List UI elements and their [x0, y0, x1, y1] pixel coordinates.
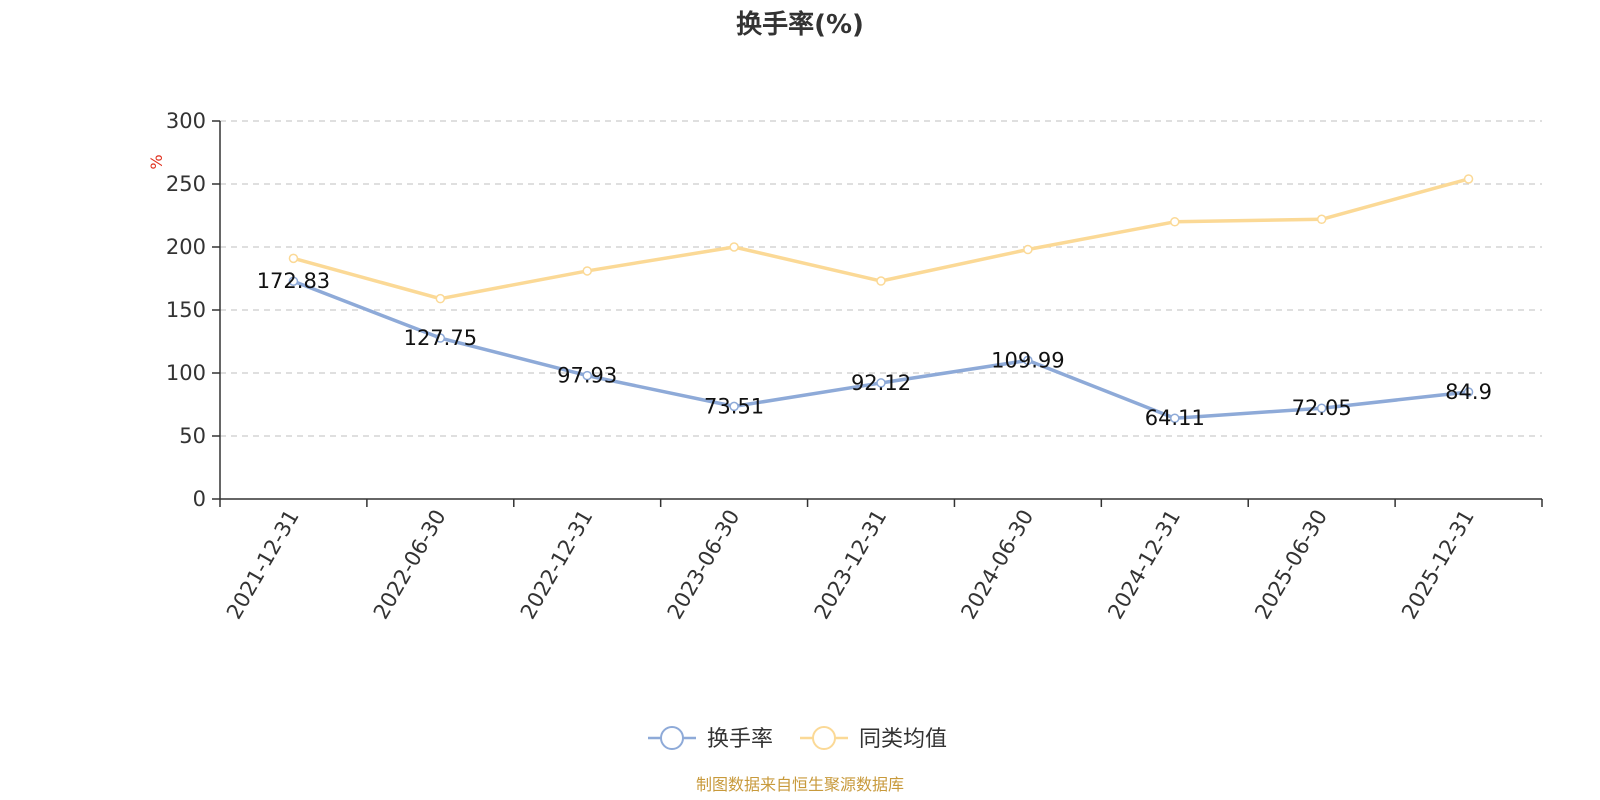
data-point[interactable] [582, 266, 592, 276]
data-point[interactable] [876, 378, 886, 388]
data-label: 97.93 [557, 364, 617, 388]
x-tick-label: 2025-06-30 [1250, 506, 1332, 624]
data-point[interactable] [582, 370, 592, 381]
y-tick-label: 200 [166, 235, 206, 259]
x-tick-label: 2022-06-30 [369, 506, 451, 624]
axes: 0 50 100 150 200 250 300 2021-12-31 2022-06-30 20… [166, 109, 1543, 624]
legend-item-peer-average[interactable]: 同类均值 [800, 726, 947, 752]
data-point[interactable] [1463, 387, 1474, 397]
data-point[interactable] [288, 276, 299, 286]
data-point[interactable] [1170, 413, 1180, 423]
data-point[interactable] [1316, 214, 1327, 225]
data-label: 73.51 [704, 394, 764, 418]
x-tick-label: 2024-12-31 [1103, 506, 1185, 624]
legend-item-turnover-rate[interactable]: 换手率 [648, 726, 773, 752]
y-axis-unit: % [147, 154, 166, 169]
y-tick-label: 250 [166, 172, 206, 196]
x-tick-label: 2024-06-30 [956, 506, 1038, 624]
x-tick-label: 2022-12-31 [516, 506, 598, 624]
data-label: 172.83 [257, 269, 330, 293]
legend-label: 同类均值 [859, 727, 947, 752]
data-point[interactable] [729, 242, 739, 252]
y-tick-label: 300 [166, 109, 206, 133]
data-point[interactable] [1463, 174, 1474, 184]
y-tick-label: 150 [166, 298, 206, 322]
x-tick-label: 2021-12-31 [222, 506, 304, 624]
legend-marker-icon [812, 726, 836, 750]
grid-lines [220, 120, 1542, 437]
y-tick-label: 100 [166, 361, 206, 385]
legend-marker-icon [660, 726, 684, 750]
x-tick-label: 2023-12-31 [810, 506, 892, 624]
data-point[interactable] [288, 253, 299, 264]
y-tick-label: 0 [193, 487, 206, 511]
data-point[interactable] [1316, 403, 1327, 413]
x-tick-label: 2025-12-31 [1397, 506, 1479, 624]
data-label: 64.11 [1145, 406, 1205, 430]
x-tick-label: 2023-06-30 [663, 506, 745, 624]
data-label: 72.05 [1292, 396, 1352, 420]
data-label: 109.99 [991, 348, 1064, 372]
data-point[interactable] [435, 293, 446, 304]
series-peer-average [288, 174, 1474, 304]
data-label: 84.9 [1445, 380, 1492, 404]
data-point[interactable] [1023, 355, 1033, 366]
series-group: 172.83 127.75 97.93 73.51 92.12 109.99 64.11 72… [257, 174, 1492, 430]
data-point[interactable] [729, 401, 739, 412]
data-label: 127.75 [404, 326, 477, 350]
legend[interactable]: 换手率 同类均值 [648, 726, 947, 752]
series-turnover-rate: 172.83 127.75 97.93 73.51 92.12 109.99 64.11 72… [257, 269, 1492, 430]
legend-label: 换手率 [707, 727, 773, 752]
chart-title: 换手率(%) [736, 9, 864, 40]
data-source-note: 制图数据来自恒生聚源数据库 [696, 775, 904, 794]
data-point[interactable] [1023, 244, 1033, 255]
data-point[interactable] [435, 333, 446, 343]
data-label: 92.12 [851, 371, 911, 395]
data-point[interactable] [1170, 217, 1180, 227]
data-point[interactable] [876, 276, 886, 286]
y-tick-label: 50 [179, 424, 206, 448]
